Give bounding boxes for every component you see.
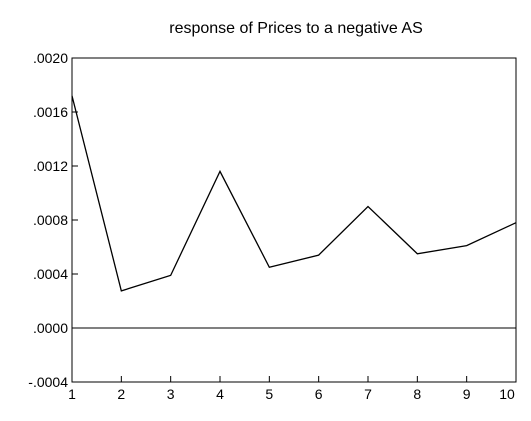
- x-tick-label: 4: [216, 386, 224, 402]
- plot-frame: [71, 57, 517, 383]
- x-tick-label: 6: [315, 386, 323, 402]
- y-tick-label: -.0004: [28, 374, 68, 390]
- x-tick-label: 3: [167, 386, 175, 402]
- x-tick-label: 2: [117, 386, 125, 402]
- y-tick-label: .0012: [33, 158, 68, 174]
- x-tick-label: 9: [463, 386, 471, 402]
- y-tick-label: .0004: [33, 266, 68, 282]
- x-tick-label: 10: [499, 386, 515, 402]
- y-tick-label: .0016: [33, 104, 68, 120]
- y-tick-label: .0000: [33, 320, 68, 336]
- y-tick-label: .0008: [33, 212, 68, 228]
- y-axis: -.0004 .0000 .0004 .0008 .0012 .0016 .0020: [28, 50, 78, 390]
- x-tick-label: 8: [413, 386, 421, 402]
- x-tick-label: 5: [265, 386, 273, 402]
- x-tick-label: 1: [68, 386, 76, 402]
- series-line: [71, 95, 517, 292]
- x-tick-label: 7: [364, 386, 372, 402]
- x-axis: 1 2 3 4 5 6 7 8 9 10: [68, 376, 517, 402]
- data-points: [70, 94, 518, 293]
- y-tick-label: .0020: [33, 50, 68, 66]
- chart-title: response of Prices to a negative AS: [169, 20, 422, 37]
